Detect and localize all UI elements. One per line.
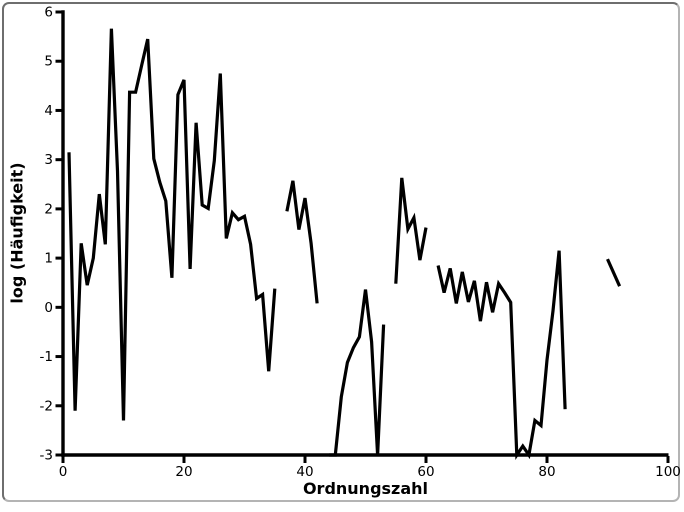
- x-axis-title: Ordnungszahl: [302, 479, 429, 498]
- x-tick-label: 60: [417, 464, 434, 480]
- data-polyline-segment-Z37-42: [285, 180, 319, 304]
- y-tick-label: -3: [40, 448, 53, 464]
- data-polyline-segment-Z90-92: [606, 258, 622, 287]
- y-tick-label: -1: [40, 349, 53, 365]
- y-tick-label: 2: [44, 201, 53, 217]
- data-polyline-segment-Z44-53: [329, 289, 386, 457]
- y-tick-label: -2: [40, 398, 53, 414]
- x-tick-label: 40: [296, 464, 313, 480]
- data-polyline-segment-Z1-35: [67, 28, 277, 421]
- y-tick-label: 0: [44, 300, 53, 316]
- data-polyline-segment-Z55-60: [394, 177, 428, 284]
- y-tick-label: 3: [44, 152, 53, 168]
- x-tick-label: 0: [59, 464, 68, 480]
- data-polyline-segment-Z62-83: [436, 250, 567, 460]
- x-tick-label: 80: [538, 464, 555, 480]
- y-tick-label: 1: [44, 251, 53, 267]
- y-tick-label: 6: [44, 5, 53, 21]
- y-axis-title: log (Häufigkeit): [7, 162, 27, 304]
- y-tick-label: 4: [44, 103, 53, 119]
- y-tick-label: 5: [44, 54, 53, 70]
- x-tick-label: 20: [175, 464, 192, 480]
- x-tick-label: 100: [655, 464, 681, 480]
